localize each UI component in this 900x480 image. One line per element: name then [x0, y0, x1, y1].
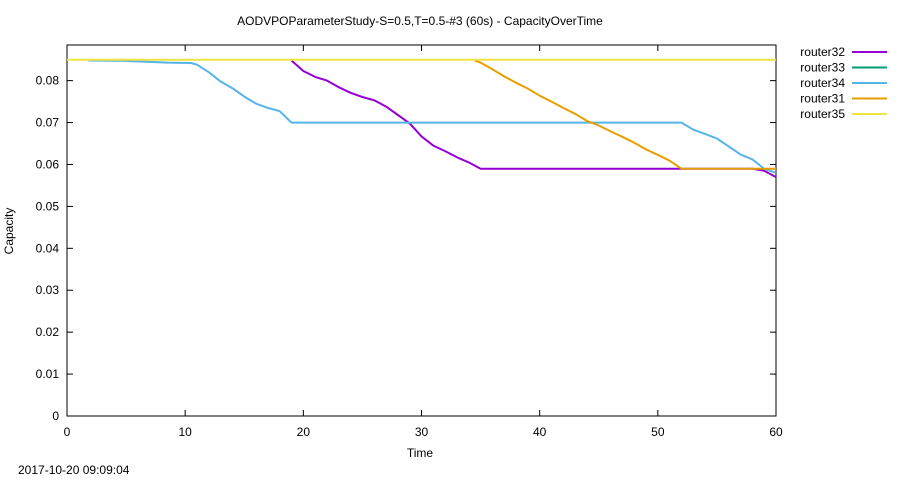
- y-tick-label: 0: [52, 409, 59, 423]
- x-tick-label: 0: [64, 425, 71, 439]
- legend-label-router31: router31: [800, 92, 845, 106]
- y-tick-label: 0.04: [36, 241, 60, 255]
- chart-title: AODVPOParameterStudy-S=0.5,T=0.5-#3 (60s…: [237, 14, 603, 28]
- series-line-router31: [474, 59, 776, 170]
- legend-label-router35: router35: [800, 107, 845, 121]
- x-axis-label: Time: [407, 446, 434, 460]
- x-tick-label: 30: [415, 425, 429, 439]
- x-tick-label: 20: [297, 425, 311, 439]
- series-line-router32: [290, 59, 777, 178]
- y-tick-label: 0.06: [36, 157, 60, 171]
- x-tick-label: 40: [533, 425, 547, 439]
- x-tick-label: 10: [178, 425, 192, 439]
- legend-label-router33: router33: [800, 61, 845, 75]
- y-tick-label: 0.07: [36, 116, 60, 130]
- y-axis-label: Capacity: [2, 208, 16, 255]
- series-lines: [67, 58, 777, 178]
- y-tick-label: 0.02: [36, 325, 60, 339]
- y-tick-label: 0.08: [36, 74, 60, 88]
- y-tick-label: 0.03: [36, 283, 60, 297]
- plot-frame: [66, 44, 777, 417]
- timestamp: 2017-10-20 09:09:04: [18, 463, 130, 477]
- y-tick-label: 0.01: [36, 367, 60, 381]
- axis-ticks: 0 10 20 30 40 50 60 0 0.01 0.02 0.03 0.04 0.05 0.06 0.…: [36, 45, 783, 439]
- series-line-router34: [88, 59, 777, 174]
- y-tick-label: 0.05: [36, 199, 60, 213]
- x-tick-label: 50: [651, 425, 665, 439]
- legend-label-router32: router32: [800, 45, 845, 59]
- legend-label-router34: router34: [800, 76, 845, 90]
- x-tick-label: 60: [769, 425, 783, 439]
